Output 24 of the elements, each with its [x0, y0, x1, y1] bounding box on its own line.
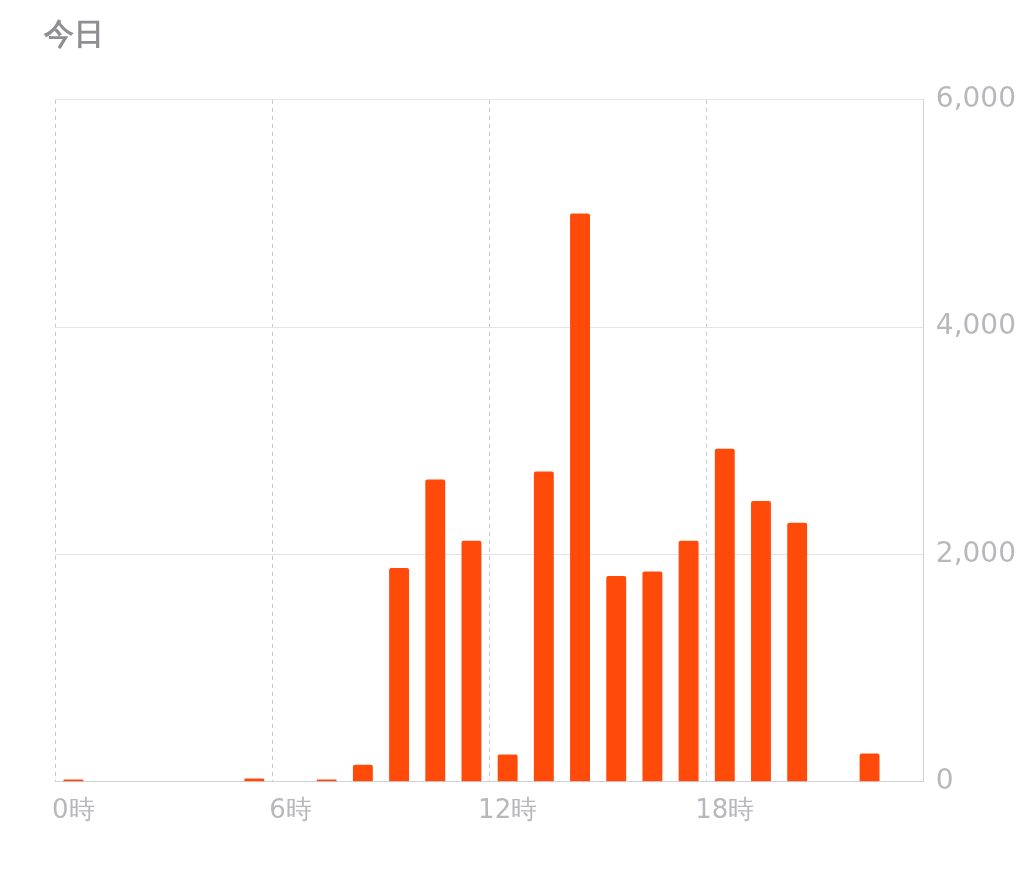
x-tick-label: 18時: [695, 794, 755, 825]
y-tick-label: 2,000: [935, 535, 1017, 569]
bar: [606, 576, 627, 782]
x-tick-label: 12時: [478, 794, 538, 825]
bar: [714, 448, 735, 782]
x-tick-label: 6時: [269, 794, 312, 825]
bar: [497, 754, 518, 782]
bar: [244, 778, 265, 782]
y-tick-label: 6,000: [935, 81, 1017, 115]
bar: [570, 213, 590, 782]
bar: [678, 540, 699, 782]
x-tick-label: 0時: [52, 794, 95, 825]
y-tick-label: 0: [935, 763, 954, 797]
y-tick-label: 4,000: [935, 308, 1017, 342]
bar: [352, 764, 373, 782]
chart-title: 今日: [43, 15, 105, 53]
bar: [787, 522, 808, 782]
bar: [389, 568, 410, 782]
bar: [859, 753, 880, 782]
bar: [533, 471, 554, 782]
bar: [425, 479, 446, 782]
bar: [642, 571, 663, 782]
bar: [751, 501, 771, 782]
bar: [461, 540, 482, 782]
